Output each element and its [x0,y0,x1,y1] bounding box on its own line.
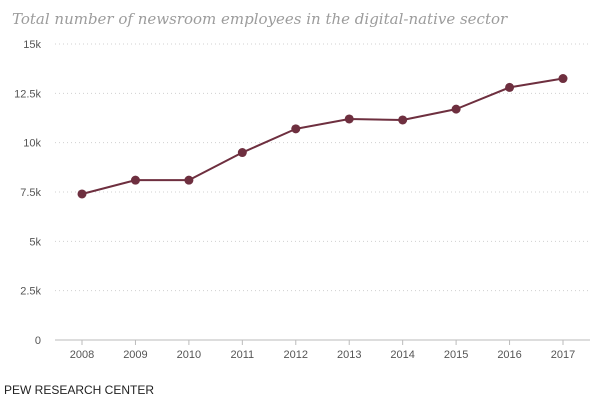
x-tick-label: 2013 [337,349,361,361]
source-credit: PEW RESEARCH CENTER [4,383,155,397]
x-tick-label: 2012 [284,349,308,361]
x-tick-label: 2014 [390,349,414,361]
y-tick-label: 2.5k [20,286,41,298]
data-point[interactable]: 2008: 7400 [77,189,87,199]
data-point[interactable]: 2016: 12800 [505,82,515,92]
x-tick-label: 2017 [551,349,575,361]
data-point[interactable]: 2012: 10700 [291,124,301,134]
x-tick-label: 2011 [231,349,255,361]
data-point[interactable]: 2015: 11700 [451,104,461,114]
data-points: 2008: 7400 2009: 8100 2010: 8100 2011: 9500… [77,74,568,199]
y-tick-label: 0 [35,335,41,347]
y-tick-label: 12.5k [14,88,41,100]
data-point[interactable]: 2011: 9500 [237,148,247,158]
y-tick-label: 7.5k [20,187,41,199]
series-line [81,77,564,195]
data-point[interactable]: 2017: 13250 [558,74,568,84]
data-point[interactable]: 2014: 11150 [398,115,408,125]
x-tick-label: 2009 [123,349,147,361]
series-layer [81,77,564,195]
data-point[interactable]: 2009: 8100 [130,175,140,185]
grid-lines [55,43,590,292]
y-tick-label: 15k [23,39,41,51]
x-tick-label: 2010 [177,349,201,361]
y-tick-label: 10k [23,138,41,150]
y-tick-label: 5k [29,236,41,248]
data-point[interactable]: 2013: 11200 [344,114,354,124]
chart-title: Total number of newsroom employees in th… [12,10,508,28]
x-tick-label: 2015 [444,349,468,361]
x-tick-label: 2016 [497,349,521,361]
x-tick-label: 2008 [70,349,94,361]
data-point[interactable]: 2010: 8100 [184,175,194,185]
axes: 0 2.5k 5k 7.5k 10k 12.5k 15k 2008 2009 2010 2011 20… [14,39,590,361]
